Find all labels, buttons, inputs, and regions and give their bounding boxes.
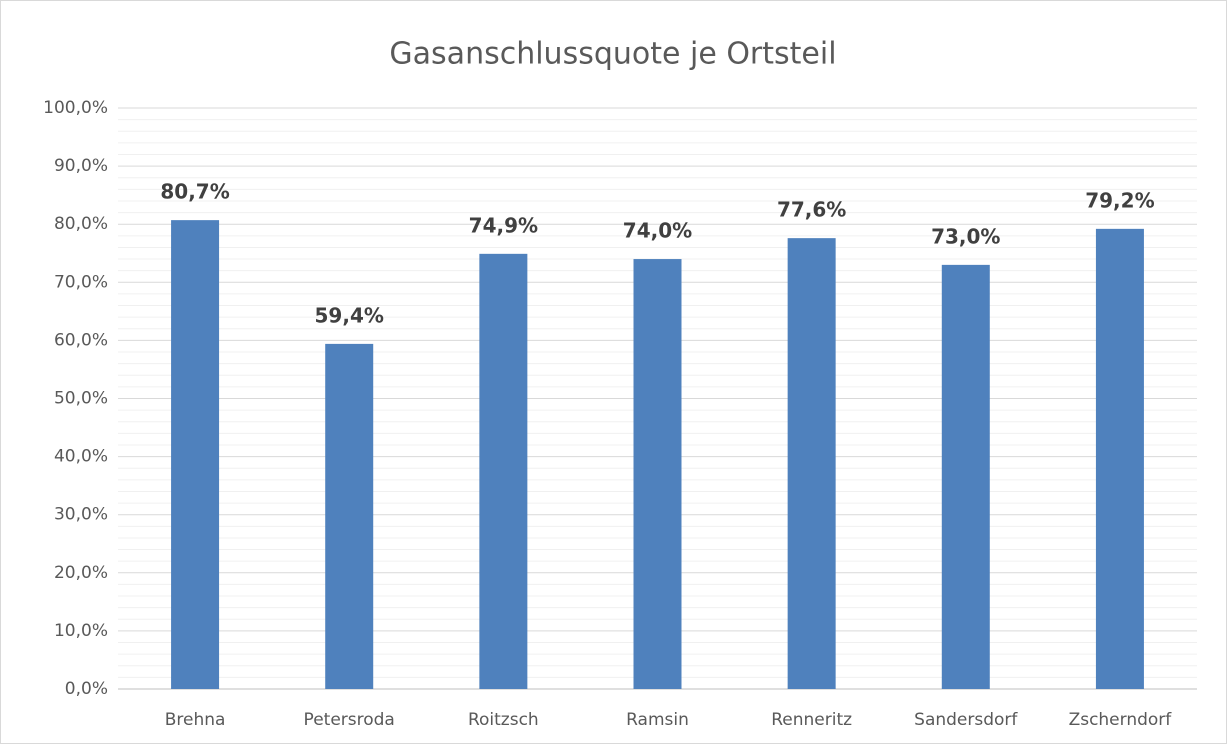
y-tick-label: 100,0%: [43, 98, 108, 118]
y-tick-label: 80,0%: [54, 214, 108, 234]
bar: [787, 238, 836, 690]
bar: [325, 343, 374, 689]
y-tick-label: 90,0%: [54, 156, 108, 176]
bar: [171, 220, 220, 689]
x-tick-label: Roitzsch: [468, 710, 539, 730]
x-tick-label: Brehna: [165, 710, 226, 730]
bar: [479, 253, 528, 689]
y-tick-label: 30,0%: [54, 505, 108, 525]
bar: [633, 259, 682, 689]
data-label: 80,7%: [160, 180, 229, 204]
x-tick-label: Petersroda: [304, 710, 395, 730]
y-tick-label: 60,0%: [54, 330, 108, 350]
y-tick-label: 0,0%: [65, 679, 108, 699]
data-label: 59,4%: [315, 303, 384, 327]
data-label: 74,0%: [623, 219, 692, 243]
y-tick-label: 10,0%: [54, 621, 108, 641]
bar: [941, 264, 990, 689]
data-label: 77,6%: [777, 198, 846, 222]
y-tick-label: 20,0%: [54, 563, 108, 583]
x-tick-label: Zscherndorf: [1069, 710, 1173, 730]
bar: [1095, 228, 1144, 689]
data-label: 74,9%: [469, 213, 538, 237]
y-tick-label: 40,0%: [54, 447, 108, 467]
x-tick-label: Sandersdorf: [914, 710, 1018, 730]
y-tick-label: 70,0%: [54, 272, 108, 292]
x-tick-label: Ramsin: [626, 710, 689, 730]
data-label: 79,2%: [1085, 188, 1154, 212]
data-label: 73,0%: [931, 224, 1000, 248]
x-tick-label: Renneritz: [771, 710, 852, 730]
y-tick-label: 50,0%: [54, 389, 108, 409]
chart-title: Gasanschlussquote je Ortsteil: [389, 37, 836, 72]
